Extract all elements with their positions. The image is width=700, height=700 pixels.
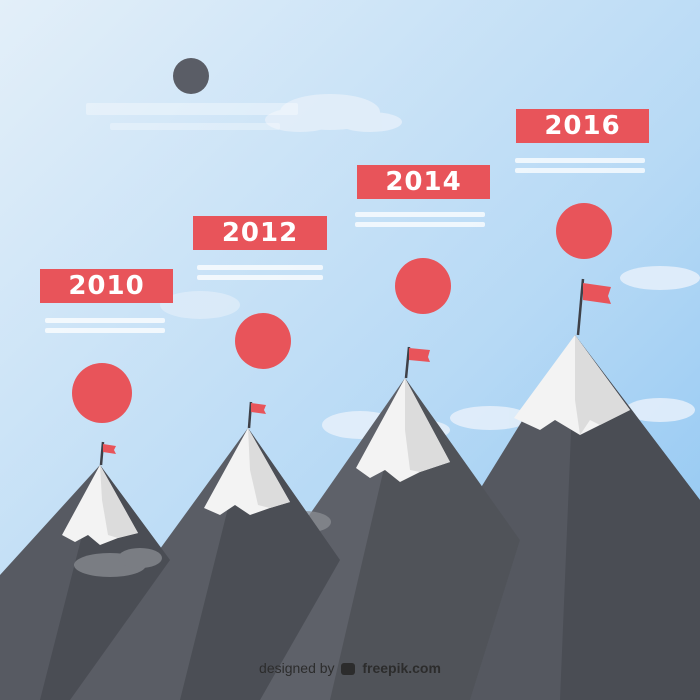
credit-text: designed by freepik.com [0,660,700,676]
year-label-2010: 2010 [40,269,173,303]
mountain-2012 [50,401,340,700]
milestone-circle-2016 [556,203,612,259]
header-title-placeholder [86,103,298,115]
cloud [265,94,402,132]
credit-prefix: designed by [259,660,335,676]
description-line [197,275,323,280]
cloud [450,398,695,430]
description-line [355,222,485,227]
description-line [515,158,645,163]
logo-mark [173,58,209,94]
description-line [515,168,645,173]
mountain-2010 [0,441,170,700]
cloud [160,291,240,319]
milestone-circle-2014 [395,258,451,314]
milestone-circle-2012 [235,313,291,369]
description-line [197,265,323,270]
description-line [45,328,165,333]
description-line [45,318,165,323]
cloud [74,548,162,577]
header-subtitle-placeholder [110,123,280,130]
credit-brand: freepik.com [362,660,441,676]
freepik-icon [341,663,356,676]
year-label-2012: 2012 [193,216,327,250]
year-label-2016: 2016 [516,109,649,143]
milestone-circle-2010 [72,363,132,423]
description-line [355,212,485,217]
year-label-2014: 2014 [357,165,490,199]
cloud [620,266,700,290]
